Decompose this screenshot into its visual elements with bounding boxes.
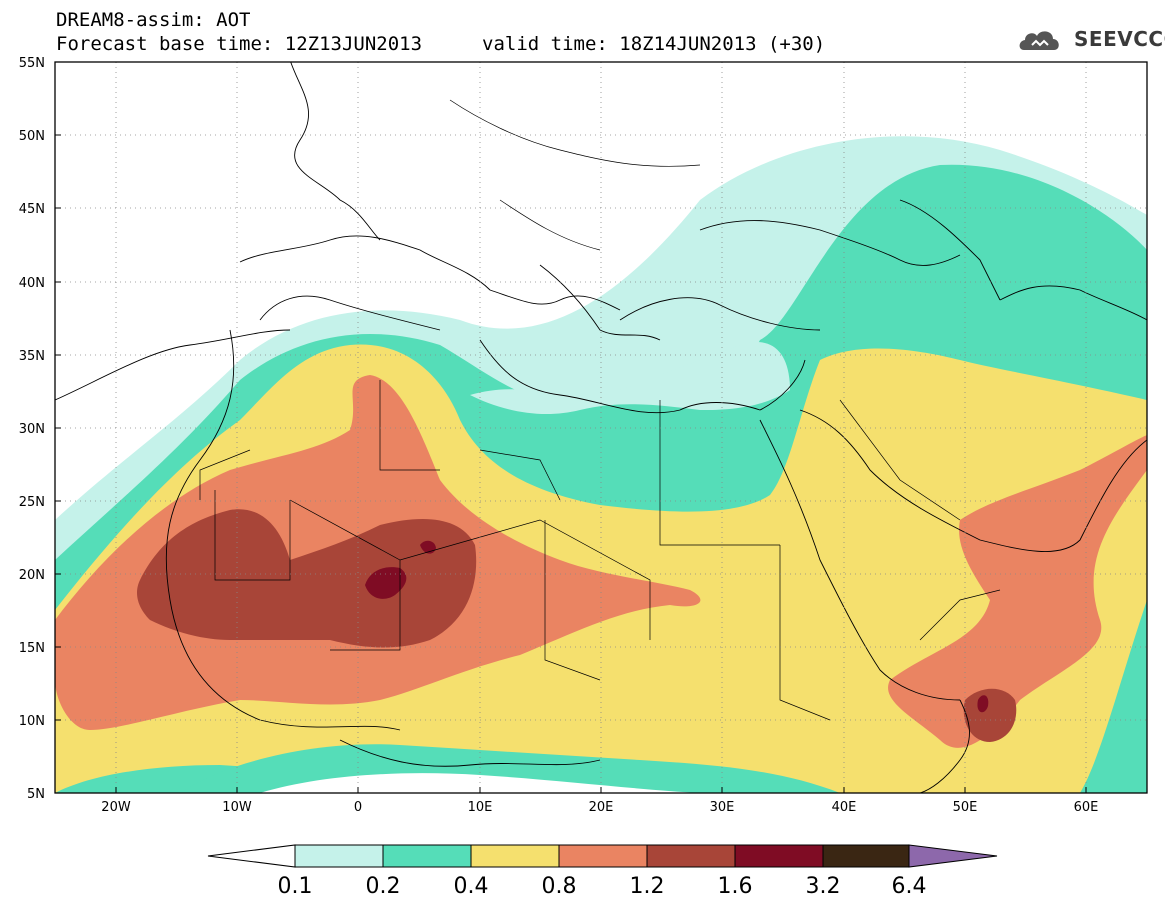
lat-label: 45N bbox=[19, 202, 45, 217]
colorbar-label: 6.4 bbox=[892, 874, 927, 899]
graticule bbox=[55, 62, 1147, 793]
contour-0.8-arabia bbox=[888, 435, 1147, 748]
colorbar-segment bbox=[734, 844, 824, 868]
longitude-labels: 20W 10W 0 10E 20E 30E 40E 50E 60E bbox=[101, 800, 1098, 815]
colorbar-segment bbox=[382, 844, 472, 868]
colorbar-segment-above bbox=[908, 844, 998, 868]
contour-0.1-sea bbox=[470, 342, 790, 415]
colorbar-label: 0.2 bbox=[366, 874, 401, 899]
colorbar-label: 3.2 bbox=[806, 874, 841, 899]
lat-label: 10N bbox=[19, 714, 45, 729]
lat-label: 55N bbox=[19, 56, 45, 71]
latitude-labels: 55N 50N 45N 40N 35N 30N 25N 20N 15N 10N … bbox=[19, 56, 45, 802]
lat-label: 5N bbox=[27, 787, 45, 802]
lon-label: 50E bbox=[953, 800, 978, 815]
colorbar-labels: 0.1 0.2 0.4 0.8 1.2 1.6 3.2 6.4 bbox=[278, 874, 927, 899]
valid-time: valid time: 18Z14JUN2013 (+30) bbox=[482, 33, 826, 55]
colorbar-label: 1.2 bbox=[630, 874, 665, 899]
colorbar-segment bbox=[294, 844, 384, 868]
contour-1.2-arabia bbox=[963, 688, 1017, 742]
map-title: DREAM8-assim: AOT bbox=[56, 9, 251, 31]
colorbar-segment bbox=[822, 844, 910, 868]
coastlines bbox=[55, 62, 1147, 793]
colorbar-label: 0.1 bbox=[278, 874, 313, 899]
lat-label: 25N bbox=[19, 495, 45, 510]
contour-1.6-c bbox=[977, 695, 989, 713]
lon-label: 40E bbox=[832, 800, 857, 815]
lat-label: 30N bbox=[19, 422, 45, 437]
cloud-logo-icon bbox=[1019, 31, 1059, 50]
aot-contours bbox=[55, 62, 1147, 793]
lon-label: 60E bbox=[1074, 800, 1099, 815]
logo-text: SEEVCCC bbox=[1074, 27, 1165, 51]
lon-label: 20E bbox=[589, 800, 614, 815]
colorbar-segment bbox=[646, 844, 736, 868]
lon-label: 0 bbox=[354, 800, 362, 815]
colorbar-segment bbox=[470, 844, 560, 868]
lat-label: 35N bbox=[19, 349, 45, 364]
colorbar-segment-below bbox=[207, 844, 296, 868]
lat-label: 40N bbox=[19, 276, 45, 291]
colorbar-label: 1.6 bbox=[718, 874, 753, 899]
axis-ticks bbox=[55, 61, 1087, 794]
lat-label: 15N bbox=[19, 641, 45, 656]
colorbar bbox=[207, 844, 998, 868]
contour-1.6-b bbox=[420, 540, 436, 554]
country-borders bbox=[199, 99, 1001, 721]
lon-label: 10E bbox=[468, 800, 493, 815]
lat-label: 50N bbox=[19, 129, 45, 144]
forecast-base-time: Forecast base time: 12Z13JUN2013 bbox=[56, 33, 423, 55]
contour-1.2 bbox=[137, 509, 477, 648]
lon-label: 10W bbox=[222, 800, 252, 815]
contour-zero-south bbox=[260, 773, 700, 793]
colorbar-label: 0.4 bbox=[454, 874, 489, 899]
colorbar-segment bbox=[558, 844, 648, 868]
contour-1.6 bbox=[365, 567, 407, 599]
lon-label: 30E bbox=[710, 800, 735, 815]
lon-label: 20W bbox=[101, 800, 131, 815]
colorbar-label: 0.8 bbox=[542, 874, 577, 899]
lat-label: 20N bbox=[19, 568, 45, 583]
